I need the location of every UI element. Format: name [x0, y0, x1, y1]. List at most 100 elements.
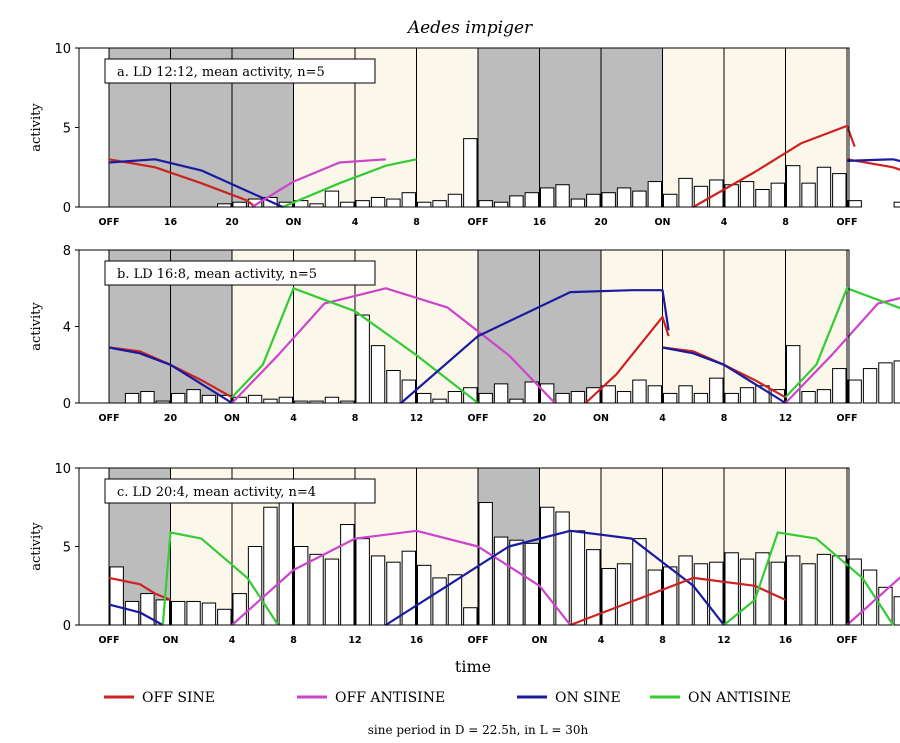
activity-bar [493, 383, 509, 404]
curve-off-sine [108, 158, 256, 208]
activity-bar [124, 392, 140, 404]
curve-off-antisine [231, 529, 572, 626]
activity-bar [355, 314, 370, 404]
activity-bar [370, 345, 386, 404]
x-tick-label: 8 [413, 217, 420, 228]
y-axis-label: activity [29, 302, 44, 351]
panel-label-box [104, 260, 376, 286]
x-tick-label: 12 [410, 413, 423, 424]
x-tick-label: ON [224, 413, 240, 424]
activity-bar [478, 200, 493, 208]
activity-bar [417, 564, 432, 626]
activity-bar [801, 563, 816, 626]
curve-off-sine [584, 315, 670, 404]
activity-bar [570, 530, 586, 626]
activity-bar [616, 563, 632, 626]
activity-bar [663, 193, 678, 208]
activity-bar [739, 181, 755, 208]
dark-period [478, 48, 540, 207]
panel-label: b. LD 16:8, mean activity, n=5 [117, 267, 317, 282]
activity-bar [570, 198, 586, 208]
activity-bar [739, 558, 755, 626]
figure-title: Aedes impiger [406, 18, 533, 38]
activity-bar [770, 182, 785, 208]
activity-bar [370, 196, 386, 208]
x-tick-label: OFF [836, 635, 857, 646]
activity-bar [217, 608, 232, 626]
curve-on-antisine [282, 158, 417, 209]
activity-bar [586, 193, 601, 208]
activity-bar [432, 398, 447, 404]
y-tick-label: 0 [63, 619, 71, 634]
activity-bar [201, 602, 217, 626]
activity-bar [816, 389, 832, 404]
activity-bar [786, 555, 801, 626]
x-tick-label: OFF [467, 217, 488, 228]
x-tick-label: OFF [98, 635, 119, 646]
x-tick-label: OFF [836, 413, 857, 424]
activity-bar [616, 187, 632, 208]
x-tick-label: 4 [721, 217, 728, 228]
y-tick-label: 5 [63, 122, 71, 137]
activity-bar [447, 193, 463, 208]
activity-bar [893, 596, 900, 626]
activity-bar [401, 192, 416, 208]
x-tick-label: 12 [779, 413, 792, 424]
activity-bar [847, 379, 862, 404]
curve-on-sine [385, 529, 725, 626]
activity-bar [601, 567, 616, 626]
x-tick-label: OFF [467, 635, 488, 646]
activity-bar [263, 398, 278, 404]
panels: 0 5 10 activity OFF 16 20 ON 4 8 OFF 16 20 ON 4 8 OFF a. … [29, 42, 900, 646]
x-tick-label: 8 [352, 413, 359, 424]
activity-bar [247, 394, 263, 404]
x-tick-label: 12 [717, 635, 730, 646]
dark-period [539, 48, 601, 207]
activity-bar [355, 538, 370, 626]
activity-bar [171, 600, 186, 626]
activity-bar [693, 392, 709, 404]
activity-bar [278, 396, 293, 404]
legend-label: OFF SINE [142, 690, 215, 706]
x-tick-label: 8 [782, 217, 789, 228]
activity-bar [324, 396, 340, 404]
x-tick-label: 4 [290, 413, 297, 424]
activity-bar [601, 385, 616, 404]
activity-bar [878, 362, 893, 404]
activity-bar [463, 138, 478, 208]
panel-label-box [104, 58, 376, 84]
x-tick-label: 4 [659, 413, 666, 424]
activity-bar [186, 389, 201, 404]
activity-bar [632, 190, 647, 208]
activity-bar [832, 555, 847, 626]
curve-on-sine [108, 346, 233, 404]
legend-label: ON ANTISINE [688, 690, 791, 706]
x-tick-label: 8 [659, 635, 666, 646]
activity-bar [632, 379, 647, 404]
curve-off-sine [846, 158, 900, 171]
activity-bar [324, 558, 340, 626]
activity-bar [386, 198, 401, 208]
activity-bar [355, 200, 370, 208]
activity-bar [555, 184, 570, 208]
activity-bar [678, 555, 693, 626]
y-tick-label: 10 [54, 462, 71, 477]
activity-bar [862, 368, 878, 404]
curve-on-antisine [231, 287, 479, 404]
activity-bar [463, 607, 478, 626]
light-period [724, 250, 786, 403]
activity-bar [755, 189, 770, 208]
footnote: sine period in D = 22.5h, in L = 30h [368, 723, 589, 737]
dark-period [478, 250, 540, 403]
y-tick-label: 4 [63, 321, 71, 336]
activity-bar [663, 392, 678, 404]
activity-bar [786, 165, 801, 208]
y-tick-label: 5 [63, 541, 71, 556]
x-tick-label: 12 [348, 635, 361, 646]
curve-off-antisine [784, 296, 900, 404]
activity-bar [816, 166, 832, 208]
x-tick-label: 16 [779, 635, 793, 646]
activity-bar [816, 553, 832, 626]
activity-bar [140, 391, 155, 404]
activity-bar [294, 546, 309, 626]
